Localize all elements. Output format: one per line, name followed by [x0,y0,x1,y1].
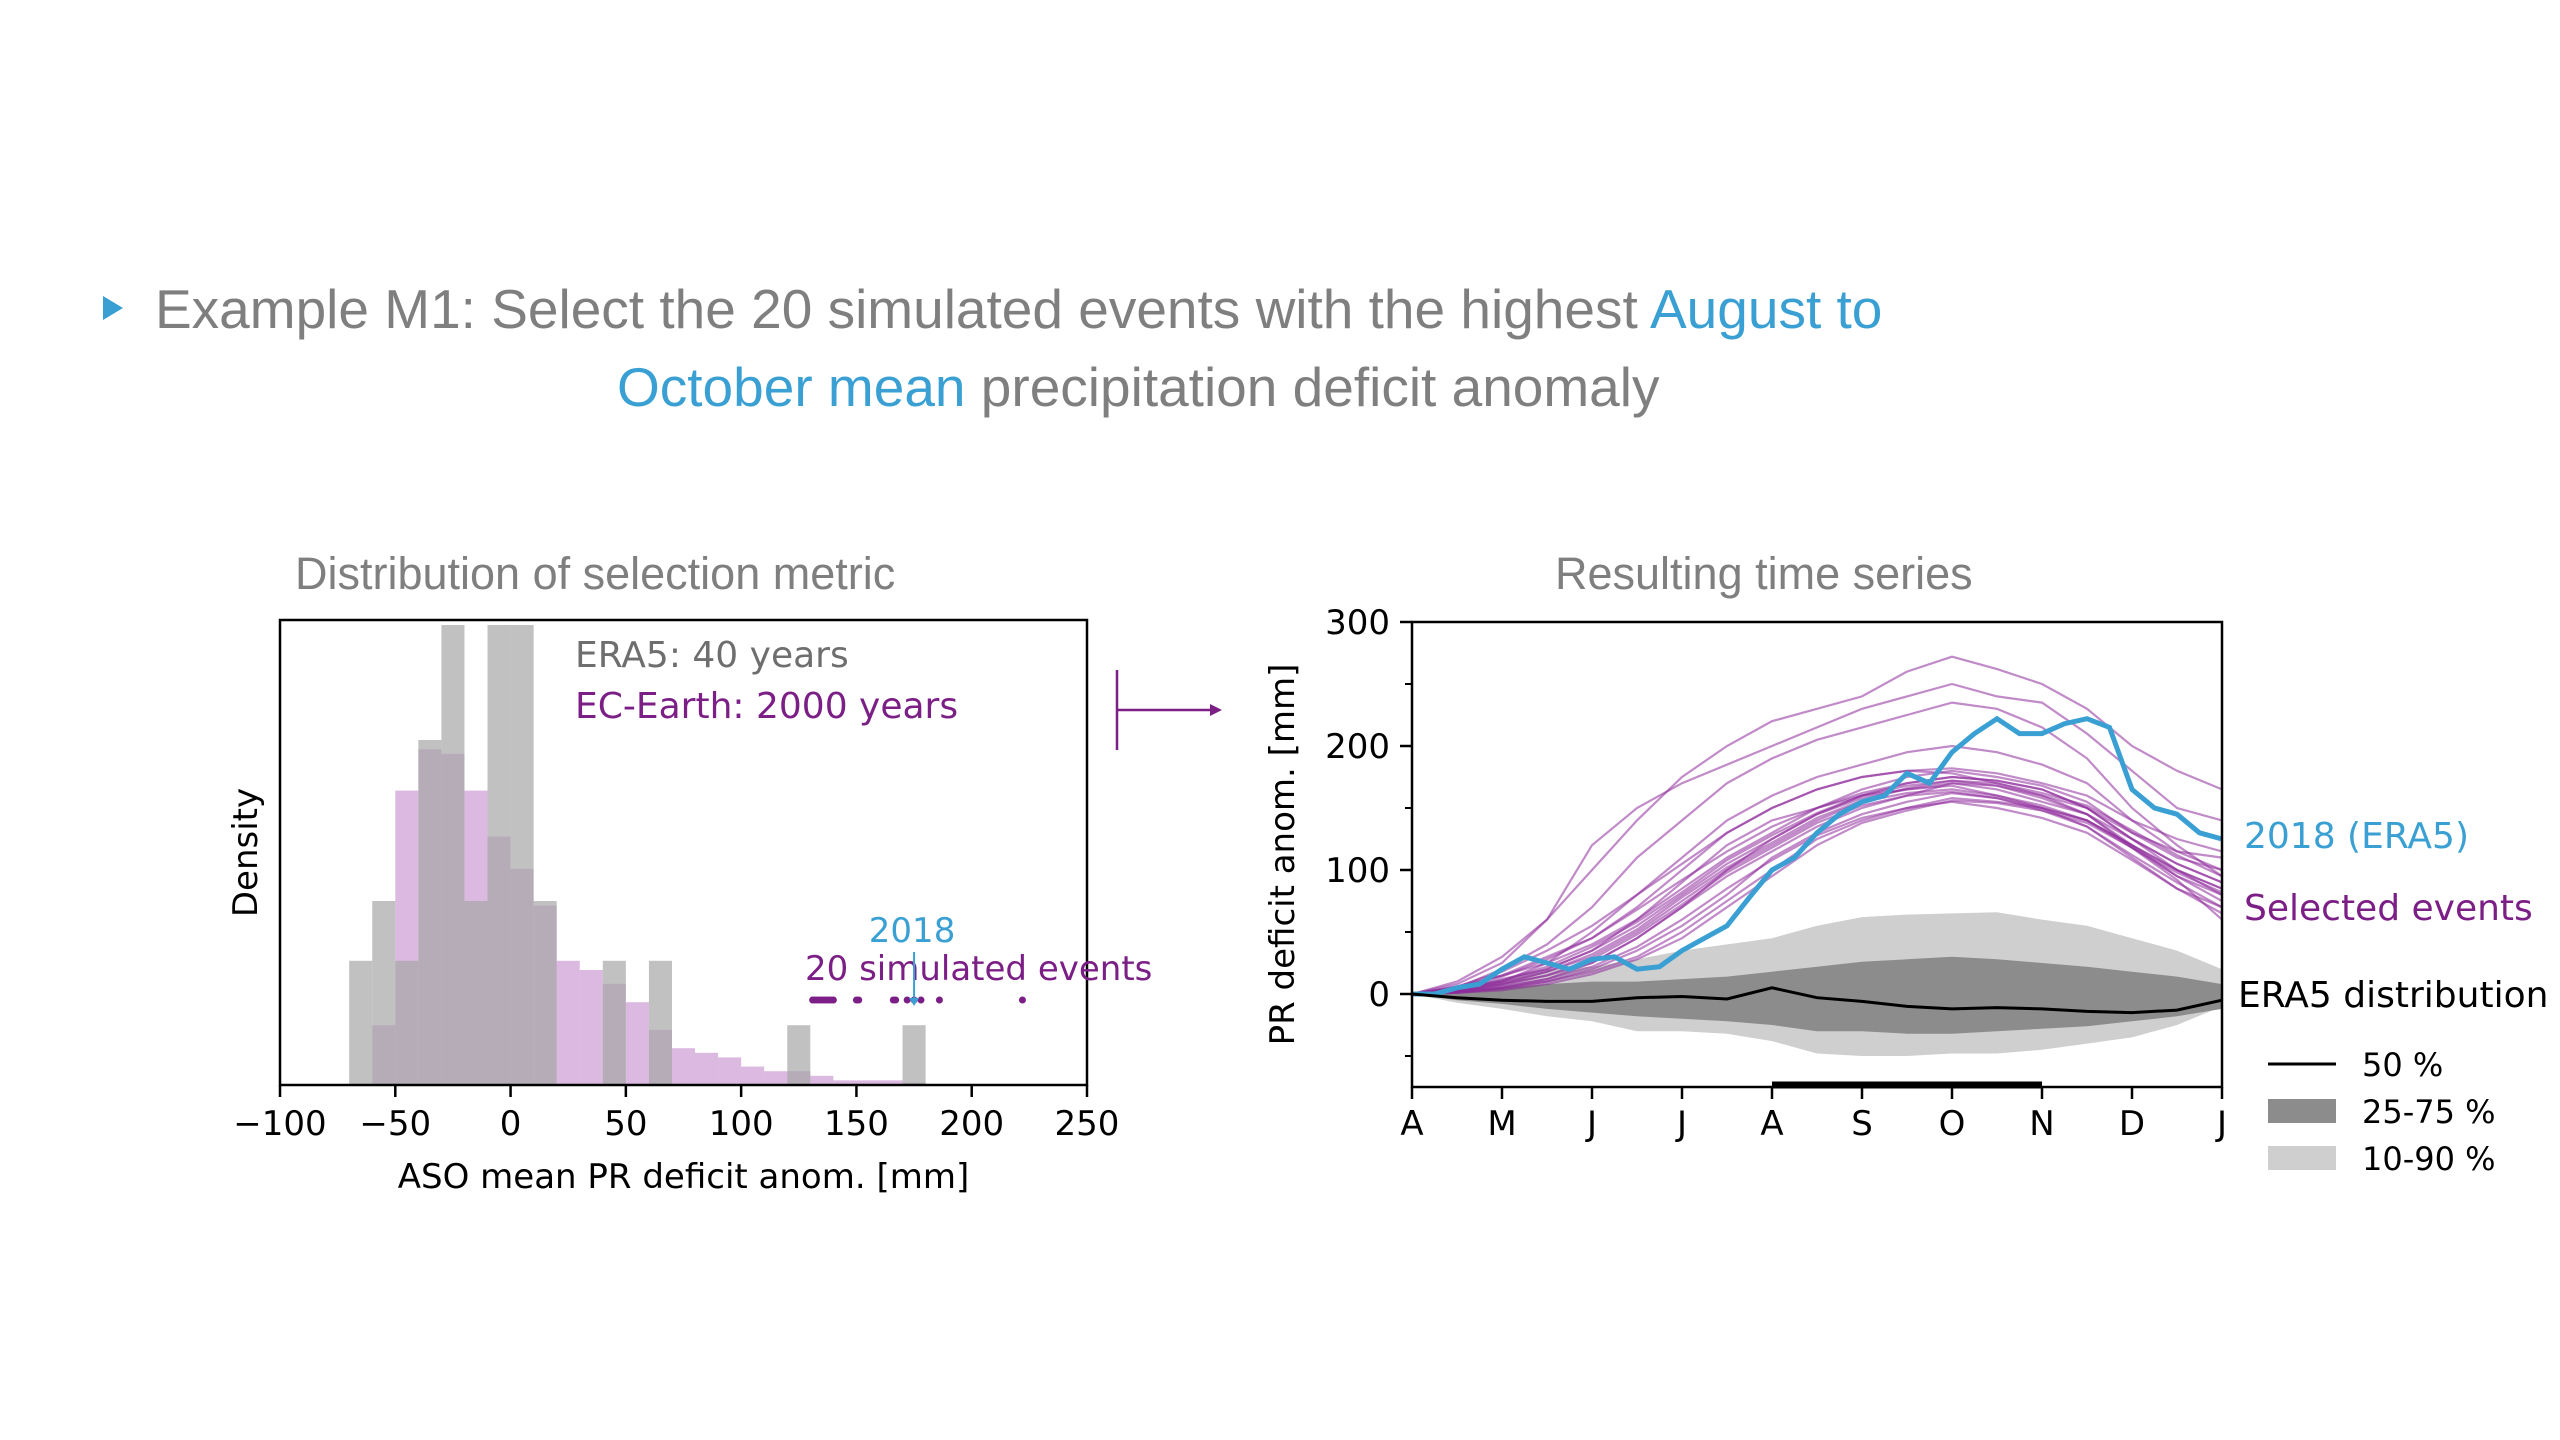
histogram-bar [625,1002,649,1085]
histogram-bar [395,960,419,1085]
selected-event-dot [935,996,943,1004]
arrow-connector [1115,670,1222,750]
x-tick-label: 200 [939,1104,1004,1144]
legend-ecearth-text: EC-Earth: 2000 years [575,686,958,727]
title-text-part1: Example M1: Select the 20 simulated even… [155,278,1650,340]
histogram-bar [487,625,511,1085]
histogram-bar [464,901,488,1085]
legend-band-swatch [2268,1099,2336,1123]
x-axis-label: ASO mean PR deficit anom. [mm] [398,1157,969,1197]
annotation-2018-label: 2018 [869,911,956,951]
y-axis-label: Density [226,788,266,917]
title-highlight-2: October mean [617,356,966,418]
x-tick-label: J [1675,1104,1687,1144]
arrow-head-icon [1210,704,1222,716]
selected-event-dot [855,996,863,1004]
x-tick-label: 50 [604,1104,647,1144]
y-tick-label: 200 [1325,727,1390,767]
selected-event-line [1411,796,2223,996]
histogram-bar [741,1066,765,1085]
x-tick-label: −50 [359,1104,431,1144]
title-highlight-1: August to [1650,278,1883,340]
histogram-bar [579,970,603,1085]
selected-event-line [1411,790,2223,996]
x-tick-label: J [1585,1104,1597,1144]
x-tick-label: 250 [1055,1104,1120,1144]
slide-title: Example M1: Select the 20 simulated even… [155,270,2255,426]
histogram-bar [879,1080,903,1085]
selected-event-line [1411,799,2223,996]
histogram-bar [787,1025,811,1085]
x-tick-label: J [2215,1104,2227,1144]
histogram-bar [671,1048,696,1085]
selected-event-line [1411,701,2223,996]
x-tick-label: D [2119,1104,2145,1144]
selected-event-line [1411,775,2223,996]
label-2018-era5: 2018 (ERA5) [2244,816,2469,857]
selected-event-line [1411,779,2223,996]
y-tick-label: 100 [1325,851,1390,891]
x-tick-label: 0 [500,1104,522,1144]
plot-frame [278,618,1089,1087]
selected-event-line [1411,779,2223,996]
x-tick-label: O [1939,1104,1966,1144]
histogram-bar [602,960,626,1085]
histogram-bar [441,625,465,1085]
label-era5-distribution: ERA5 distribution [2238,975,2548,1016]
y-tick-label: 0 [1368,975,1390,1015]
x-tick-label: 150 [824,1104,889,1144]
legend-label: 25-75 % [2362,1093,2496,1131]
y-tick-label: 300 [1325,603,1390,643]
x-tick-label: 100 [709,1104,774,1144]
x-tick-label: A [1400,1104,1423,1144]
legend-era5-text: ERA5: 40 years [575,635,849,676]
legend-band-swatch [2268,1146,2336,1170]
median-line [1411,986,2223,1015]
annotation-2018-arrowhead-icon [909,998,920,1006]
title-text-part2: precipitation deficit anomaly [965,356,1660,418]
histogram-chart: −100 −50 0 50 100 150 200 250 ASO mean PR defici… [226,618,1152,1197]
selected-events-label: 20 simulated events [805,949,1152,989]
selected-event-dot [917,996,925,1004]
legend-label: 10-90 % [2362,1140,2496,1178]
selected-event-dot [1018,996,1026,1004]
y-axis-label: PR deficit anom. [mm] [1263,664,1303,1046]
histogram-bar [764,1071,788,1085]
selected-event-dot [903,996,911,1004]
triangle-bullet-icon [103,296,123,320]
label-selected-events: Selected events [2244,888,2533,929]
era5-2018-line [1412,715,2223,997]
histogram-bar [349,960,373,1085]
band-25-75- [1412,956,2222,1034]
histogram-bar [718,1057,742,1085]
x-tick-label: A [1760,1104,1783,1144]
x-tick-label: S [1851,1104,1873,1144]
histogram-bar [648,960,672,1085]
x-tick-label: N [2029,1104,2054,1144]
selected-event-line [1411,682,2223,996]
histogram-bar [510,625,534,1085]
time-series-chart: 0 100 200 300 PR deficit anom. [mm] A M J J A S O N D… [1263,603,2548,1178]
histogram-bar [902,1025,926,1085]
left-panel-title: Distribution of selection metric [295,548,896,599]
x-tick-label: −100 [233,1104,326,1144]
selected-event-dot [892,996,900,1004]
histogram-bar [856,1080,880,1085]
histogram-bar [695,1052,719,1085]
selected-event-dot [829,996,837,1004]
histogram-bar [833,1080,857,1085]
histogram-bar [418,740,442,1085]
histogram-bar [533,901,557,1085]
histogram-bar [372,901,396,1085]
legend-label: 50 % [2362,1046,2443,1084]
selected-event-line [1411,767,2223,996]
histogram-bar [556,960,580,1085]
x-tick-label: M [1487,1104,1516,1144]
right-panel-title: Resulting time series [1555,548,1973,599]
histogram-bar [810,1075,834,1085]
